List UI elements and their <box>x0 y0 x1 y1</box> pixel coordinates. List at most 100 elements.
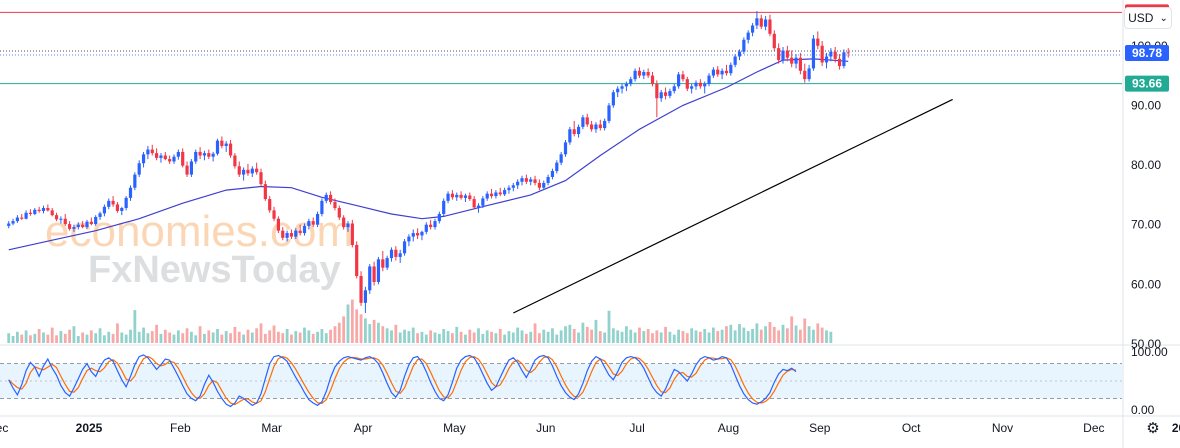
price-axis[interactable]: 100.0090.0080.0070.0060.0050.00100.000.0… <box>1131 39 1168 417</box>
volume-bar <box>377 322 380 343</box>
volume-bar <box>98 328 102 343</box>
time-tick-label: Aug <box>718 421 739 435</box>
volume-bar <box>746 331 750 343</box>
candle-body <box>155 153 159 158</box>
volume-bar <box>659 332 663 343</box>
volume-bar <box>407 331 411 343</box>
candle-body <box>550 171 555 177</box>
volume-bar <box>646 329 650 343</box>
price-tick-label: 50.00 <box>1131 337 1161 351</box>
volume-bar <box>755 323 759 343</box>
volume-bar <box>298 332 302 343</box>
candle-body <box>585 117 589 125</box>
time-axis[interactable]: Dec 2025 Feb Mar Apr May Jun Jul Aug Sep Oct Nov Dec… <box>0 421 1180 435</box>
moving-average-line <box>8 58 849 251</box>
candle-body <box>28 212 33 214</box>
volume-bar <box>307 330 311 343</box>
candle-body <box>498 192 502 195</box>
candle-body <box>63 218 67 225</box>
candle-body <box>594 124 598 130</box>
volume-bar <box>807 326 811 343</box>
candle-body <box>307 221 311 226</box>
candle-body <box>811 38 816 69</box>
currency-selector[interactable]: USD ⌄ <box>1124 7 1172 29</box>
volume-bar <box>242 334 245 343</box>
moving-average <box>8 58 849 251</box>
volume-bar <box>520 330 524 343</box>
horizontal-levels[interactable] <box>0 11 1122 85</box>
volume-bar <box>642 331 646 343</box>
volume-bar <box>163 329 167 343</box>
volume-bar <box>42 332 45 343</box>
oscillator-panel[interactable] <box>0 354 1122 408</box>
candle-body <box>833 51 837 59</box>
gear-icon[interactable]: ⚙ <box>1146 420 1160 437</box>
volume-bar <box>629 329 633 343</box>
candle-body <box>603 120 607 129</box>
volume-bar <box>185 328 189 343</box>
volume-bar <box>603 332 607 343</box>
volume-bar <box>111 333 115 343</box>
volume-bar <box>790 316 794 343</box>
volume-bar <box>490 331 493 343</box>
time-tick-label: Mar <box>261 421 282 435</box>
volume-bar <box>381 326 385 343</box>
candle-body <box>276 218 280 231</box>
volume-bar <box>529 331 533 343</box>
volume-bar <box>329 329 332 343</box>
candle-body <box>333 202 337 208</box>
volume-bar <box>568 324 572 343</box>
oscillator-tick-label: 0.00 <box>1131 403 1155 417</box>
volume-bar <box>751 329 754 343</box>
candle-body <box>41 208 46 211</box>
candle-body <box>663 92 668 96</box>
time-tick-label: May <box>443 421 466 435</box>
candle-body <box>803 70 807 80</box>
candle-body <box>376 259 381 282</box>
candle-body <box>824 56 829 63</box>
volume-bar <box>50 327 54 343</box>
candle-body <box>355 244 359 276</box>
volume-bar <box>698 331 702 343</box>
candles[interactable] <box>7 11 850 313</box>
volume-bar <box>481 333 485 343</box>
volume-bar <box>416 333 419 343</box>
volume-bar <box>303 327 306 343</box>
volume-bar <box>133 310 137 343</box>
volume-bar <box>285 329 289 343</box>
candle-body <box>416 233 420 236</box>
volume-bar <box>250 332 254 343</box>
time-tick-label: Oct <box>902 421 921 435</box>
candle-body <box>463 195 468 198</box>
trendline <box>513 98 953 314</box>
volume-bar <box>716 331 720 343</box>
volume-bar <box>768 322 772 343</box>
volume-bar <box>372 319 376 343</box>
volume-bar <box>825 330 828 343</box>
volume-bar <box>103 335 106 343</box>
volume-bar <box>203 333 206 343</box>
candle-body <box>289 233 294 237</box>
candle-body <box>637 70 642 76</box>
candle-body <box>759 18 763 27</box>
trendline-group[interactable] <box>513 98 953 314</box>
volume-bar <box>403 329 406 343</box>
candle-body <box>237 166 241 175</box>
candle-body <box>690 86 694 89</box>
time-tick-label: Jul <box>629 421 644 435</box>
candle-body <box>768 19 772 34</box>
volume-bar <box>433 332 437 343</box>
volume-bar <box>625 326 628 343</box>
volume-bar <box>772 326 776 343</box>
volume-bar <box>20 334 24 343</box>
volume-bar <box>316 331 319 343</box>
candle-body <box>346 223 350 228</box>
candle-body <box>72 227 76 229</box>
volume-bar <box>707 332 711 343</box>
candle-body <box>533 179 537 183</box>
candle-body <box>655 83 659 99</box>
candle-body <box>163 155 167 160</box>
volume-bar <box>742 327 746 343</box>
volume-bar <box>155 324 158 343</box>
